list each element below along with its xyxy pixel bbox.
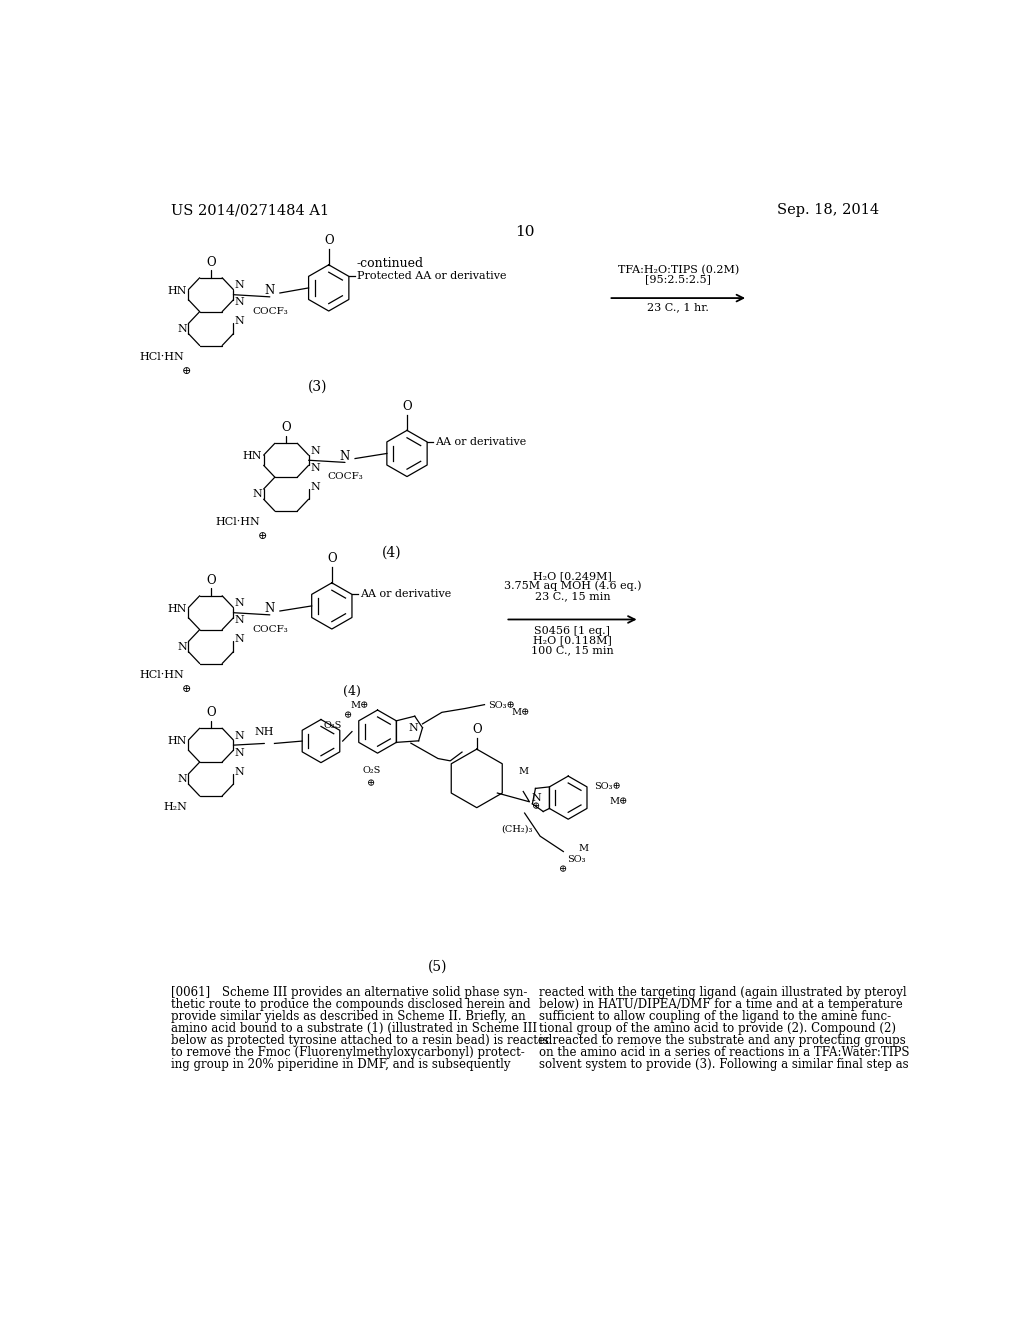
Text: thetic route to produce the compounds disclosed herein and: thetic route to produce the compounds di…	[171, 998, 530, 1011]
Text: US 2014/0271484 A1: US 2014/0271484 A1	[171, 203, 329, 216]
Text: ⊕: ⊕	[182, 366, 191, 375]
Text: O: O	[206, 706, 216, 719]
Text: N: N	[234, 280, 245, 290]
Text: H₂O [0.118M]: H₂O [0.118M]	[534, 636, 612, 645]
Text: HCl·HN: HCl·HN	[215, 517, 260, 527]
Text: N: N	[409, 723, 418, 733]
Text: to remove the Fmoc (Fluorenylmethyloxycarbonyl) protect-: to remove the Fmoc (Fluorenylmethyloxyca…	[171, 1045, 524, 1059]
Text: M: M	[579, 843, 589, 853]
Text: N: N	[310, 446, 319, 455]
Text: (4): (4)	[343, 685, 360, 698]
Text: 23 C., 15 min: 23 C., 15 min	[535, 591, 610, 601]
Text: SO₃: SO₃	[567, 855, 586, 865]
Text: N: N	[234, 767, 245, 776]
Text: HN: HN	[167, 603, 187, 614]
Text: NH: NH	[255, 727, 274, 738]
Text: Protected AA or derivative: Protected AA or derivative	[356, 272, 506, 281]
Text: (3): (3)	[308, 380, 328, 395]
Text: N: N	[234, 315, 245, 326]
Text: O₂S: O₂S	[362, 766, 381, 775]
Text: O: O	[282, 421, 291, 434]
Text: N: N	[234, 747, 245, 758]
Text: [0061] Scheme III provides an alternative solid phase syn-: [0061] Scheme III provides an alternativ…	[171, 986, 527, 999]
Text: provide similar yields as described in Scheme II. Briefly, an: provide similar yields as described in S…	[171, 1010, 525, 1023]
Text: N: N	[252, 490, 262, 499]
Text: O: O	[206, 573, 216, 586]
Text: 3.75M aq MOH (4.6 eq.): 3.75M aq MOH (4.6 eq.)	[504, 581, 641, 591]
Text: N: N	[310, 482, 319, 491]
Text: is reacted to remove the substrate and any protecting groups: is reacted to remove the substrate and a…	[539, 1034, 905, 1047]
Text: SO₃⊕: SO₃⊕	[488, 701, 515, 710]
Text: HN: HN	[167, 737, 187, 746]
Text: N: N	[531, 792, 541, 803]
Text: N: N	[234, 731, 245, 741]
Text: M: M	[518, 767, 528, 776]
Text: AA or derivative: AA or derivative	[435, 437, 526, 447]
Text: ⊕: ⊕	[344, 711, 352, 721]
Text: COCF₃: COCF₃	[252, 624, 288, 634]
Text: N: N	[234, 615, 245, 626]
Text: ⊕: ⊕	[559, 866, 567, 874]
Text: amino acid bound to a substrate (1) (illustrated in Scheme III: amino acid bound to a substrate (1) (ill…	[171, 1022, 537, 1035]
Text: ⊕: ⊕	[257, 531, 267, 541]
Text: O: O	[327, 552, 337, 565]
Text: N: N	[177, 774, 187, 784]
Text: HN: HN	[167, 285, 187, 296]
Text: N: N	[234, 297, 245, 308]
Text: M⊕: M⊕	[609, 797, 628, 807]
Text: O: O	[324, 234, 334, 247]
Text: COCF₃: COCF₃	[327, 473, 362, 482]
Text: O: O	[472, 723, 481, 737]
Text: N: N	[177, 642, 187, 652]
Text: SO₃⊕: SO₃⊕	[594, 781, 621, 791]
Text: N: N	[177, 323, 187, 334]
Text: H₂O [0.249M]: H₂O [0.249M]	[534, 572, 612, 581]
Text: N: N	[264, 602, 275, 615]
Text: (4): (4)	[382, 545, 401, 560]
Text: ⊕: ⊕	[368, 779, 376, 788]
Text: H₂N: H₂N	[163, 803, 187, 812]
Text: N: N	[234, 634, 245, 644]
Text: ⊕: ⊕	[182, 684, 191, 693]
Text: N: N	[234, 598, 245, 609]
Text: HN: HN	[243, 451, 262, 461]
Text: 100 C., 15 min: 100 C., 15 min	[531, 645, 613, 656]
Text: 23 C., 1 hr.: 23 C., 1 hr.	[647, 302, 710, 312]
Text: AA or derivative: AA or derivative	[359, 589, 451, 599]
Text: TFA:H₂O:TIPS (0.2M): TFA:H₂O:TIPS (0.2M)	[617, 265, 739, 275]
Text: HCl·HN: HCl·HN	[140, 351, 184, 362]
Text: (5): (5)	[428, 960, 447, 973]
Text: N: N	[340, 450, 350, 463]
Text: HCl·HN: HCl·HN	[140, 669, 184, 680]
Text: N: N	[310, 463, 319, 473]
Text: -continued: -continued	[356, 257, 424, 271]
Text: below as protected tyrosine attached to a resin bead) is reacted: below as protected tyrosine attached to …	[171, 1034, 552, 1047]
Text: reacted with the targeting ligand (again illustrated by pteroyl: reacted with the targeting ligand (again…	[539, 986, 906, 999]
Text: Sep. 18, 2014: Sep. 18, 2014	[777, 203, 879, 216]
Text: 10: 10	[515, 226, 535, 239]
Text: sufficient to allow coupling of the ligand to the amine func-: sufficient to allow coupling of the liga…	[539, 1010, 891, 1023]
Text: tional group of the amino acid to provide (2). Compound (2): tional group of the amino acid to provid…	[539, 1022, 896, 1035]
Text: ing group in 20% piperidine in DMF, and is subsequently: ing group in 20% piperidine in DMF, and …	[171, 1057, 510, 1071]
Text: O: O	[206, 256, 216, 268]
Text: O: O	[402, 400, 412, 413]
Text: [95:2.5:2.5]: [95:2.5:2.5]	[645, 275, 712, 284]
Text: M⊕: M⊕	[350, 701, 369, 710]
Text: solvent system to provide (3). Following a similar final step as: solvent system to provide (3). Following…	[539, 1057, 908, 1071]
Text: S0456 [1 eq.]: S0456 [1 eq.]	[535, 626, 610, 636]
Text: ⊕: ⊕	[532, 803, 541, 812]
Text: M⊕: M⊕	[512, 709, 529, 718]
Text: (CH₂)₃: (CH₂)₃	[501, 825, 532, 834]
Text: N: N	[264, 284, 275, 297]
Text: O₂S: O₂S	[324, 721, 342, 730]
Text: on the amino acid in a series of reactions in a TFA:Water:TIPS: on the amino acid in a series of reactio…	[539, 1045, 909, 1059]
Text: below) in HATU/DIPEA/DMF for a time and at a temperature: below) in HATU/DIPEA/DMF for a time and …	[539, 998, 902, 1011]
Text: COCF₃: COCF₃	[252, 306, 288, 315]
